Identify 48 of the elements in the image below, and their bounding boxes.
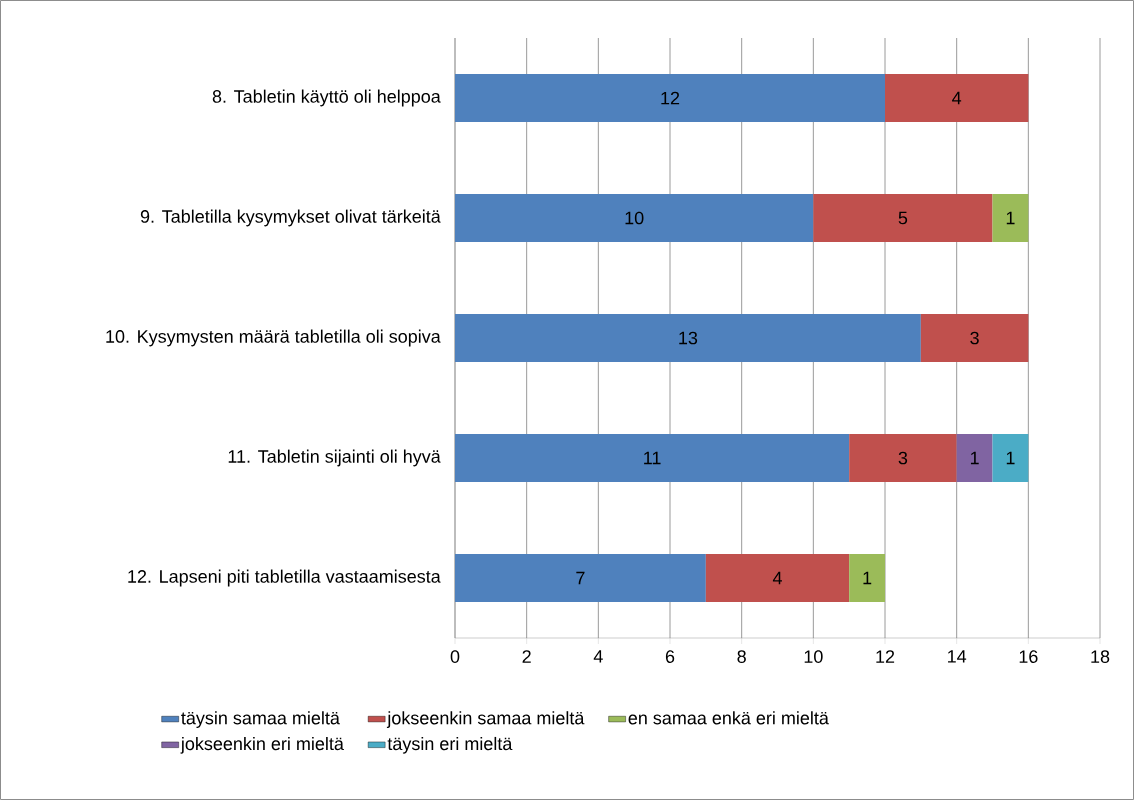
legend-label: jokseenkin samaa mieltä xyxy=(386,711,585,728)
data-label: 1 xyxy=(1006,451,1015,465)
data-label: 12 xyxy=(661,91,680,105)
data-label: 13 xyxy=(679,331,698,345)
x-tick-label: 0 xyxy=(450,650,460,663)
y-tick-label: 9. Tabletilla kysymykset olivat tärkeitä xyxy=(140,209,441,227)
x-tick-label: 18 xyxy=(1091,650,1110,663)
data-label: 3 xyxy=(970,331,979,345)
x-tick-label: 2 xyxy=(522,650,531,663)
bar xyxy=(992,194,1029,242)
x-tick-label: 12 xyxy=(876,650,895,663)
data-label: 11 xyxy=(644,451,661,465)
data-label: 5 xyxy=(898,211,908,225)
y-tick-label: 8. Tabletin käyttö oli helppoa xyxy=(212,89,441,107)
bar xyxy=(849,554,886,603)
bar xyxy=(813,194,993,242)
data-label: 1 xyxy=(970,451,979,465)
x-tick-label: 8 xyxy=(737,650,746,663)
legend-label: jokseenkin eri mieltä xyxy=(180,736,344,754)
bar xyxy=(992,434,1029,483)
data-label: 4 xyxy=(952,91,962,105)
bar xyxy=(455,194,814,242)
x-tick-label: 6 xyxy=(665,650,675,663)
data-label: 1 xyxy=(863,571,872,585)
x-tick-label: 4 xyxy=(593,650,603,663)
data-label: 3 xyxy=(898,451,908,465)
bar xyxy=(455,554,706,603)
legend-label: täysin eri mieltä xyxy=(387,736,513,754)
x-tick-label: 16 xyxy=(1019,650,1038,663)
x-tick-label: 10 xyxy=(804,650,823,663)
bar xyxy=(455,74,886,122)
y-tick-label: 10. Kysymysten määrä tabletilla oli sopiva xyxy=(106,329,441,347)
bar xyxy=(705,554,850,603)
y-tick-label: 12. Lapseni piti tabletilla vastaamisesta xyxy=(128,569,441,587)
x-tick-label: 14 xyxy=(948,650,967,663)
data-label: 10 xyxy=(625,211,644,225)
bar xyxy=(920,314,1029,362)
data-label: 1 xyxy=(1006,211,1015,225)
bar xyxy=(956,434,993,483)
bar xyxy=(885,74,1029,122)
bar xyxy=(849,434,957,483)
y-tick-label: 11. Tabletin sijainti oli hyvä xyxy=(228,449,441,467)
bar xyxy=(455,434,850,483)
legend-label: en samaa enkä eri mieltä xyxy=(628,711,829,725)
data-label: 4 xyxy=(772,571,782,585)
data-label: 7 xyxy=(576,571,585,585)
bar xyxy=(455,314,921,362)
legend-label: täysin samaa mieltä xyxy=(181,711,340,728)
